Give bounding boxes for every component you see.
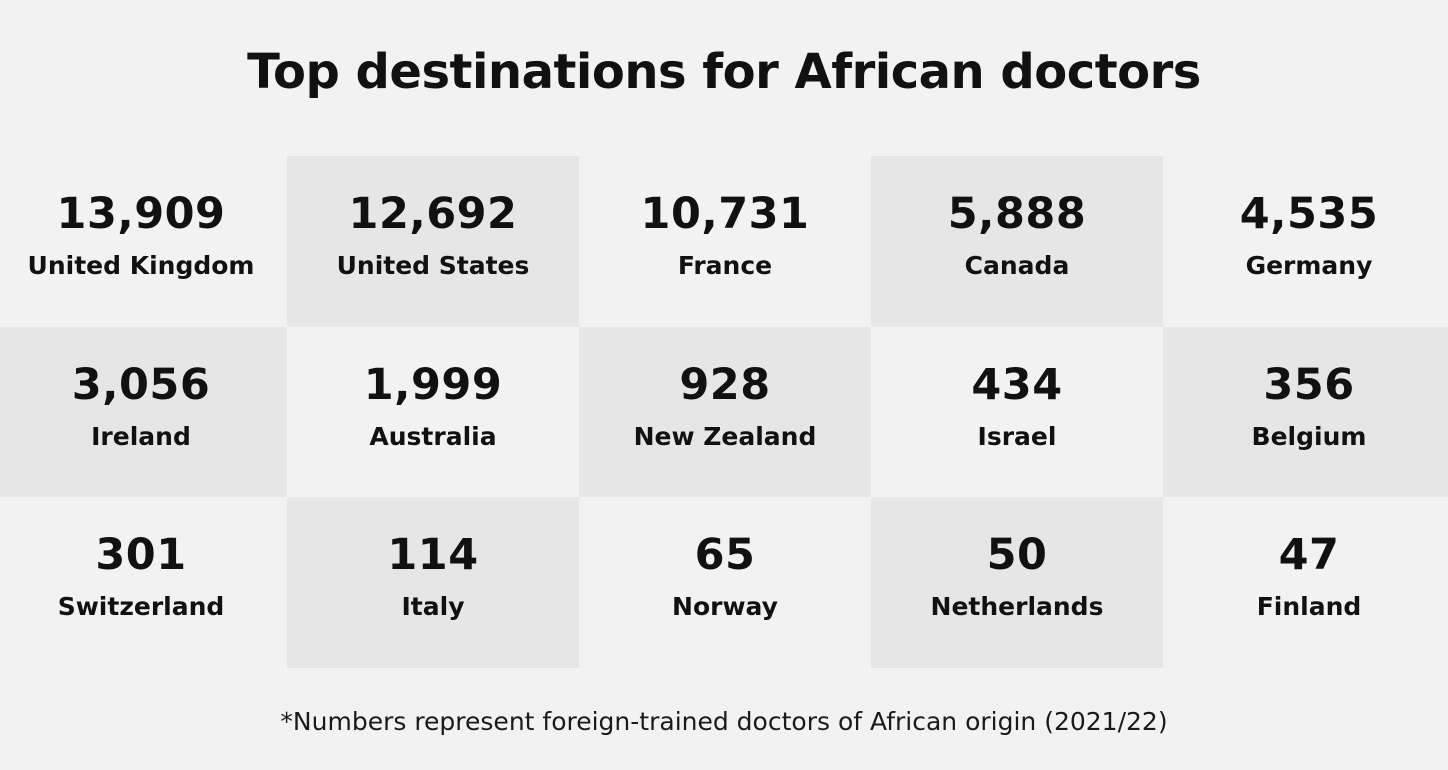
country-label: Finland: [1256, 592, 1362, 622]
destination-cell: 356 Belgium: [1163, 326, 1448, 498]
country-label: France: [677, 251, 773, 280]
country-label: Australia: [369, 421, 497, 451]
doctor-count-value: 10,731: [640, 189, 810, 239]
footnote: *Numbers represent foreign-trained docto…: [280, 707, 1168, 736]
doctor-count-value: 114: [387, 530, 479, 581]
destination-cell: 12,692 United States: [287, 156, 579, 327]
destination-cell: 928 New Zealand: [579, 326, 871, 498]
doctor-count-value: 928: [679, 359, 771, 410]
destination-cell: 114 Italy: [287, 497, 579, 668]
doctor-count-value: 65: [694, 530, 756, 581]
country-label: Norway: [672, 592, 778, 622]
country-label: Ireland: [91, 421, 191, 451]
destination-cell: 50 Netherlands: [871, 497, 1163, 668]
doctor-count-value: 47: [1278, 530, 1340, 581]
doctor-count-value: 356: [1263, 359, 1355, 410]
destination-cell: 1,999 Australia: [287, 326, 579, 498]
country-label: Belgium: [1251, 421, 1367, 451]
doctor-count-value: 434: [971, 359, 1063, 410]
country-label: Switzerland: [57, 592, 225, 622]
country-label: Germany: [1245, 251, 1373, 280]
country-label: Netherlands: [930, 592, 1104, 622]
doctor-count-value: 4,535: [1239, 189, 1379, 239]
destinations-grid: 13,909 United Kingdom 12,692 United States 1…: [0, 156, 1448, 668]
country-label: Israel: [977, 421, 1057, 451]
destination-cell: 47 Finland: [1163, 497, 1448, 668]
country-label: Italy: [401, 592, 465, 622]
country-label: Canada: [964, 251, 1070, 280]
chart-title: Top destinations for African doctors: [247, 44, 1201, 100]
destination-cell: 10,731 France: [579, 156, 871, 327]
doctor-count-value: 12,692: [348, 189, 518, 239]
doctor-count-value: 1,999: [363, 359, 503, 410]
doctor-count-value: 5,888: [947, 189, 1087, 239]
doctor-count-value: 13,909: [56, 189, 226, 239]
country-label: United Kingdom: [27, 251, 255, 280]
doctor-count-value: 301: [95, 530, 187, 581]
doctor-count-value: 3,056: [71, 359, 211, 410]
country-label: New Zealand: [633, 421, 817, 451]
destination-cell: 65 Norway: [579, 497, 871, 668]
destination-cell: 434 Israel: [871, 326, 1163, 498]
country-label: United States: [336, 251, 530, 280]
doctor-count-value: 50: [986, 530, 1048, 581]
destination-cell: 4,535 Germany: [1163, 156, 1448, 327]
destination-cell: 301 Switzerland: [0, 497, 287, 668]
destination-cell: 5,888 Canada: [871, 156, 1163, 327]
destination-cell: 3,056 Ireland: [0, 326, 287, 498]
destination-cell: 13,909 United Kingdom: [0, 156, 287, 327]
